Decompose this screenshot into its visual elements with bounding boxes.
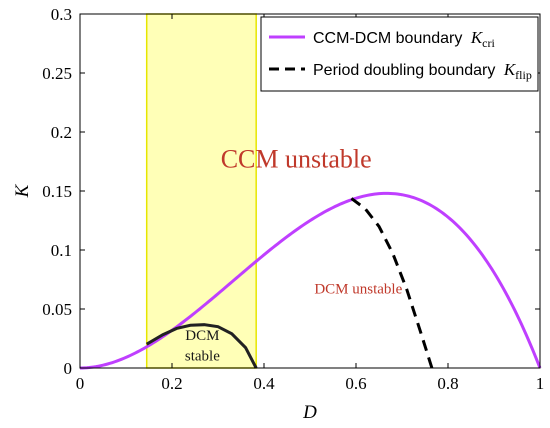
annotation-2: DCM xyxy=(185,328,219,344)
annotation-3: stable xyxy=(185,348,220,364)
legend-label-1: Period doubling boundary Kflip xyxy=(313,60,532,82)
y-tick-label: 0.1 xyxy=(51,241,72,260)
x-tick-label: 0.6 xyxy=(345,374,366,393)
y-tick-label: 0.05 xyxy=(42,300,72,319)
x-axis-label: D xyxy=(302,402,317,423)
y-tick-label: 0.2 xyxy=(51,123,72,142)
annotation-1: DCM unstable xyxy=(314,282,402,298)
legend: CCM-DCM boundary Kcri Period doubling bou… xyxy=(260,16,539,92)
stable-region-band xyxy=(145,13,257,369)
y-tick-label: 0.25 xyxy=(42,64,72,83)
stable-region-layer xyxy=(145,13,257,369)
series-layer xyxy=(79,191,542,370)
y-tick-label: 0.15 xyxy=(42,182,72,201)
x-tick-label: 0.2 xyxy=(161,374,182,393)
axes-layer: 0 0.2 0.4 0.6 0.8 1 0 0.05 0.1 0.15 0.2 0.25 0.3 D K xyxy=(12,5,544,423)
y-tick-label: 0 xyxy=(64,359,73,378)
series-line-1 xyxy=(350,197,434,369)
legend-label-0: CCM-DCM boundary Kcri xyxy=(313,28,495,50)
series-line-2 xyxy=(145,323,258,369)
y-axis-label: K xyxy=(12,183,33,198)
x-tick-label: 0 xyxy=(76,374,85,393)
x-tick-label: 0.4 xyxy=(253,374,275,393)
annotation-0: CCM unstable xyxy=(221,144,372,173)
x-tick-label: 0.8 xyxy=(437,374,458,393)
x-tick-label: 1 xyxy=(536,374,545,393)
series-line-0 xyxy=(79,191,542,370)
y-tick-label: 0.3 xyxy=(51,5,72,24)
annotation-layer: CCM unstable DCM unstable DCM stable xyxy=(185,144,403,364)
legend-box xyxy=(260,16,539,92)
